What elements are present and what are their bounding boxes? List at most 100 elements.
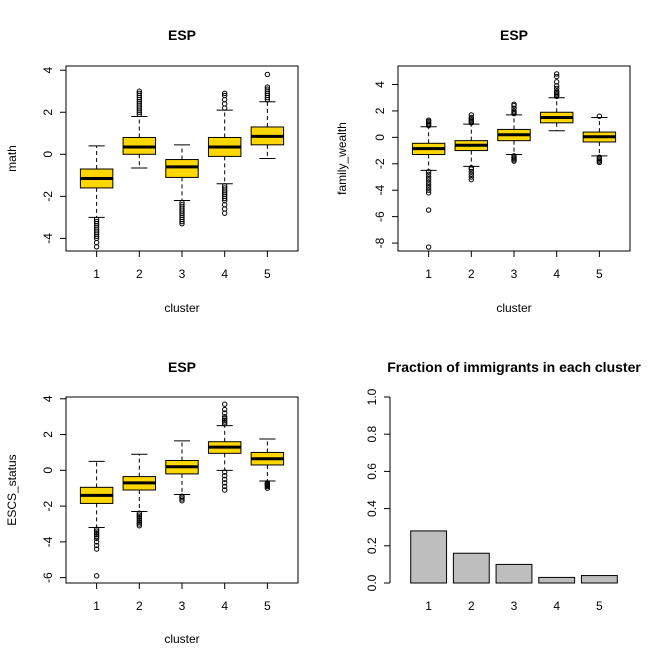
outlier-point bbox=[221, 415, 228, 422]
y-tick-label: -4 bbox=[41, 233, 55, 244]
y-tick-label: -6 bbox=[41, 572, 55, 583]
y-tick-label: -2 bbox=[41, 191, 55, 202]
outlier-point bbox=[221, 210, 228, 216]
y-tick-label: 2 bbox=[373, 107, 387, 114]
outlier-point bbox=[93, 532, 100, 538]
outlier-point bbox=[93, 528, 100, 534]
outlier-point bbox=[425, 190, 432, 196]
y-tick-label: 4 bbox=[41, 395, 55, 402]
outlier-point bbox=[425, 117, 432, 123]
outlier-point bbox=[468, 171, 475, 178]
bar-4 bbox=[538, 576, 576, 584]
chart-title: Fraction of immigrants in each cluster bbox=[387, 359, 641, 375]
outlier-point bbox=[179, 498, 185, 504]
x-tick-label: 3 bbox=[511, 599, 518, 613]
outlier-point bbox=[221, 419, 228, 425]
outlier-point bbox=[553, 88, 560, 94]
outlier-point bbox=[425, 169, 432, 175]
x-tick-label: 4 bbox=[553, 267, 560, 281]
outlier-point bbox=[136, 88, 143, 94]
outlier-point bbox=[425, 184, 432, 191]
x-tick-label: 5 bbox=[596, 599, 603, 613]
outlier-point bbox=[93, 535, 100, 541]
y-tick-label: -4 bbox=[373, 185, 387, 196]
bar-2 bbox=[452, 552, 490, 584]
outlier-point bbox=[425, 176, 432, 183]
y-tick-label: -2 bbox=[373, 158, 387, 169]
outlier-point bbox=[93, 542, 100, 549]
y-tick-label: 1.0 bbox=[365, 388, 379, 405]
outlier-point bbox=[553, 73, 560, 80]
y-tick-label: 2 bbox=[41, 109, 55, 116]
outlier-point bbox=[425, 179, 432, 185]
y-tick-label: -2 bbox=[41, 500, 55, 511]
outlier-point bbox=[136, 510, 143, 516]
outlier-point bbox=[468, 112, 475, 118]
outlier-point bbox=[179, 496, 185, 502]
outlier-point bbox=[93, 539, 100, 545]
box-3 bbox=[165, 159, 199, 178]
y-tick-label: 0 bbox=[41, 467, 55, 474]
x-tick-label: 2 bbox=[136, 267, 143, 281]
x-tick-label: 5 bbox=[264, 267, 271, 281]
outlier-point bbox=[264, 483, 271, 490]
outlier-point bbox=[93, 244, 100, 250]
y-tick-label: 4 bbox=[373, 81, 387, 88]
outlier-point bbox=[468, 176, 475, 183]
outlier-point bbox=[136, 90, 143, 97]
outlier-point bbox=[425, 171, 432, 178]
outlier-point bbox=[425, 244, 432, 250]
x-tick-label: 2 bbox=[136, 599, 143, 613]
outlier-point bbox=[93, 533, 100, 540]
outlier-point bbox=[221, 92, 228, 99]
outlier-point bbox=[264, 86, 271, 92]
outlier-point bbox=[425, 182, 432, 188]
y-axis-label: ESCS_status bbox=[5, 454, 19, 525]
outlier-point bbox=[264, 71, 271, 78]
x-tick-label: 1 bbox=[93, 267, 100, 281]
outlier-point bbox=[596, 113, 603, 119]
outlier-point bbox=[221, 90, 228, 97]
outlier-point bbox=[553, 85, 560, 92]
outlier-point bbox=[221, 195, 228, 202]
outlier-point bbox=[136, 514, 143, 520]
bar-5 bbox=[580, 575, 618, 584]
outlier-point bbox=[468, 174, 475, 180]
outlier-point bbox=[511, 108, 517, 114]
y-tick-label: 0.2 bbox=[365, 537, 379, 554]
x-tick-label: 3 bbox=[179, 599, 186, 613]
chart-title: ESP bbox=[500, 27, 528, 43]
x-tick-label: 3 bbox=[511, 267, 518, 281]
outlier-point bbox=[221, 401, 228, 407]
x-axis-label: cluster bbox=[164, 301, 199, 315]
chart-title: ESP bbox=[168, 359, 196, 375]
outlier-point bbox=[553, 71, 560, 77]
x-axis-label: cluster bbox=[164, 632, 199, 646]
outlier-point bbox=[264, 84, 271, 90]
y-tick-label: 0.0 bbox=[365, 574, 379, 591]
y-axis-label: math bbox=[5, 145, 19, 172]
x-tick-label: 5 bbox=[596, 267, 603, 281]
outlier-point bbox=[221, 469, 228, 475]
y-tick-label: 0.6 bbox=[365, 463, 379, 480]
y-tick-label: -4 bbox=[41, 536, 55, 547]
bar-3 bbox=[495, 563, 533, 584]
x-tick-label: 4 bbox=[553, 599, 560, 613]
outlier-point bbox=[221, 406, 228, 413]
outlier-point bbox=[468, 169, 475, 175]
outlier-point bbox=[136, 512, 143, 518]
outlier-point bbox=[221, 472, 228, 479]
bar-1 bbox=[410, 530, 448, 584]
x-tick-label: 2 bbox=[468, 599, 475, 613]
y-tick-label: 0.4 bbox=[365, 500, 379, 517]
outlier-point bbox=[425, 174, 432, 180]
y-tick-label: 4 bbox=[41, 67, 55, 74]
outlier-point bbox=[136, 523, 143, 529]
outlier-point bbox=[179, 494, 185, 500]
x-tick-label: 3 bbox=[179, 267, 186, 281]
y-tick-label: -6 bbox=[373, 211, 387, 222]
x-tick-label: 5 bbox=[264, 599, 271, 613]
outlier-point bbox=[468, 114, 475, 121]
y-tick-label: 0 bbox=[41, 151, 55, 158]
x-tick-label: 4 bbox=[221, 599, 228, 613]
